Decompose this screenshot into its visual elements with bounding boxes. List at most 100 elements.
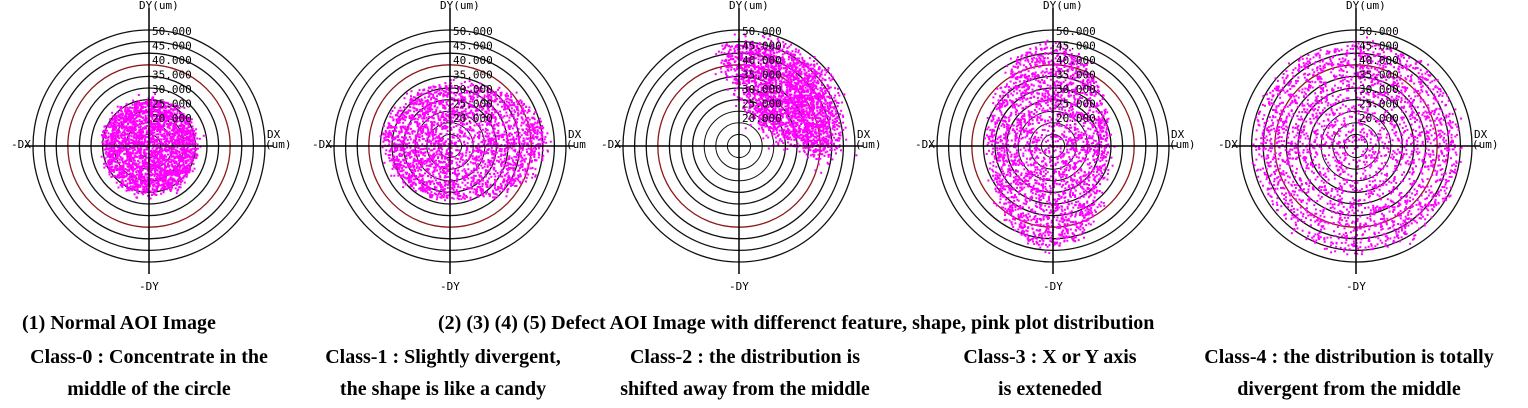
scatter-point: [415, 108, 418, 111]
scatter-point: [141, 160, 144, 162]
scatter-point: [463, 197, 466, 200]
scatter-point: [181, 117, 184, 120]
scatter-point: [126, 165, 129, 168]
scatter-point: [536, 133, 539, 136]
scatter-point: [108, 163, 111, 166]
scatter-point: [185, 155, 188, 158]
scatter-point: [423, 188, 426, 191]
scatter-point: [447, 161, 450, 164]
scatter-point: [168, 182, 171, 185]
scatter-point: [174, 170, 177, 173]
scatter-point: [399, 106, 402, 109]
scatter-point: [151, 98, 154, 101]
scatter-point: [479, 126, 482, 129]
scatter-point: [456, 173, 459, 176]
scatter-point: [430, 157, 433, 160]
scatter-point: [106, 139, 109, 142]
scatter-point: [499, 113, 502, 116]
scatter-point: [493, 173, 496, 175]
scatter-point: [120, 116, 123, 119]
scatter-point: [146, 162, 148, 165]
scatter-point: [113, 115, 116, 118]
scatter-point: [521, 108, 524, 110]
scatter-point: [512, 143, 515, 146]
scatter-point: [128, 114, 131, 117]
scatter-point: [136, 146, 139, 149]
scatter-point: [481, 128, 484, 131]
scatter-point: [502, 121, 505, 124]
scatter-point: [467, 168, 470, 171]
scatter-point: [494, 196, 497, 199]
scatter-point: [524, 170, 527, 173]
scatter-point: [408, 154, 411, 157]
scatter-point: [142, 185, 144, 188]
scatter-point: [130, 132, 133, 135]
scatter-point: [156, 105, 159, 108]
scatter-point: [172, 166, 175, 168]
scatter-point: [451, 102, 454, 105]
scatter-point: [110, 168, 113, 171]
scatter-point: [152, 184, 155, 187]
scatter-point: [184, 138, 187, 141]
scatter-point: [176, 174, 179, 177]
scatter-point: [443, 143, 446, 146]
scatter-point: [152, 181, 155, 184]
scatter-point: [113, 159, 116, 162]
scatter-point: [405, 173, 408, 176]
scatter-point: [418, 187, 421, 190]
scatter-point: [167, 153, 169, 156]
scatter-point: [441, 99, 444, 102]
scatter-point: [527, 116, 530, 119]
scatter-point: [462, 119, 465, 122]
scatter-point: [135, 176, 138, 179]
scatter-point: [412, 171, 415, 174]
scatter-point: [412, 187, 415, 190]
scatter-point: [478, 137, 480, 140]
scatter-point: [177, 182, 180, 185]
scatter-point: [475, 169, 478, 171]
scatter-point: [151, 111, 154, 114]
scatter-point: [152, 151, 155, 154]
scatter-point: [117, 186, 120, 189]
scatter-point: [461, 110, 464, 113]
scatter-point: [432, 132, 435, 135]
scatter-point: [133, 106, 136, 109]
scatter-point: [464, 175, 467, 178]
scatter-point: [541, 149, 544, 152]
scatter-point: [489, 164, 492, 166]
scatter-point: [196, 154, 199, 157]
scatter-point: [484, 173, 487, 176]
scatter-point: [442, 188, 445, 191]
scatter-point: [429, 165, 432, 168]
scatter-point: [163, 140, 166, 143]
scatter-point: [123, 183, 126, 186]
scatter-point: [125, 175, 128, 177]
scatter-point: [491, 105, 494, 108]
scatter-point: [453, 97, 456, 100]
scatter-point: [415, 163, 418, 166]
scatter-point: [116, 157, 119, 160]
scatter-point: [473, 182, 476, 185]
scatter-point: [136, 173, 138, 176]
scatter-point: [453, 172, 456, 174]
scatter-point: [399, 149, 402, 152]
scatter-point: [103, 125, 106, 128]
scatter-point: [493, 131, 496, 134]
scatter-point: [492, 138, 494, 141]
scatter-point: [162, 180, 165, 183]
scatter-point: [156, 147, 159, 150]
scatter-point: [157, 117, 160, 120]
scatter-point: [188, 156, 191, 159]
scatter-point: [405, 177, 408, 180]
scatter-point: [508, 116, 511, 119]
scatter-point: [504, 94, 507, 97]
scatter-point: [408, 181, 410, 184]
scatter-point: [431, 138, 434, 141]
scatter-point: [439, 168, 442, 171]
scatter-point: [113, 116, 116, 119]
scatter-point: [129, 110, 132, 113]
scatter-point: [501, 134, 504, 137]
scatter-point: [187, 163, 190, 166]
scatter-point: [393, 142, 396, 145]
scatter-point: [509, 184, 512, 187]
